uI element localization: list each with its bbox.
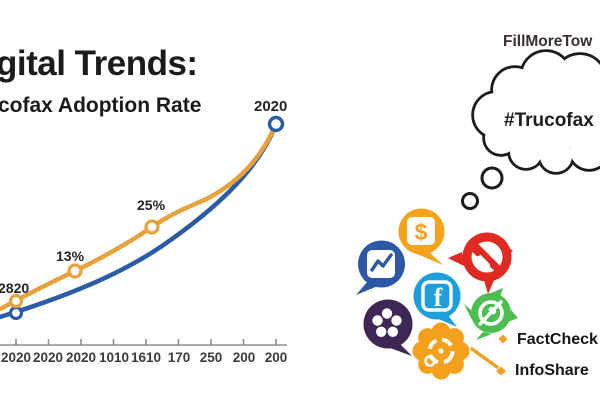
x-tick-label: 2020 — [65, 350, 97, 365]
hashtag-text: #Trucofax — [504, 110, 594, 131]
data-point-label-25pct: 25% — [137, 197, 166, 213]
facebook-chat-bubble-icon: f — [413, 272, 461, 327]
x-tick-label: 1610 — [130, 350, 162, 365]
factcheck-label: FactCheck — [517, 331, 598, 348]
x-tick-label: 200 — [264, 350, 288, 365]
trend-chart-chat-bubble-icon — [356, 240, 405, 295]
flower-dots-chat-bubble-icon — [363, 299, 413, 356]
page-title: gital Trends: — [0, 44, 198, 83]
brand-text: FillMoreTow — [503, 33, 593, 50]
chart-title: cofax Adoption Rate — [0, 94, 202, 117]
data-point-markers — [8, 115, 285, 321]
x-axis — [0, 339, 287, 346]
x-tick-label: 170 — [167, 350, 191, 365]
thought-cloud — [461, 49, 600, 210]
data-point-label-start: 2820 — [0, 280, 30, 296]
data-point-label-13pct: 13% — [56, 248, 85, 264]
adoption-line-chart — [0, 115, 287, 346]
facebook-f-glyph: f — [434, 283, 443, 312]
thought-trail-bubbles — [461, 166, 504, 210]
x-tick-label: 250 — [199, 350, 223, 365]
infoshare-label: InfoShare — [515, 362, 589, 379]
gear-flower-icon — [412, 322, 470, 380]
x-tick-label: 2020 — [0, 350, 32, 365]
infoshare-pointer — [470, 347, 506, 376]
x-tick-label: 2020 — [32, 350, 64, 365]
no-phone-chat-bubble-icon — [448, 232, 513, 294]
no-call-badge-icon — [464, 288, 518, 340]
x-tick-label: 1010 — [98, 350, 130, 365]
dollar-glyph: $ — [415, 219, 428, 245]
orange-adoption-curve — [0, 121, 279, 312]
x-tick-label: 200 — [232, 350, 256, 365]
money-chat-bubble-icon: $ — [398, 208, 445, 265]
factcheck-pointer — [498, 334, 508, 344]
data-point-label-end: 2020 — [254, 98, 288, 115]
